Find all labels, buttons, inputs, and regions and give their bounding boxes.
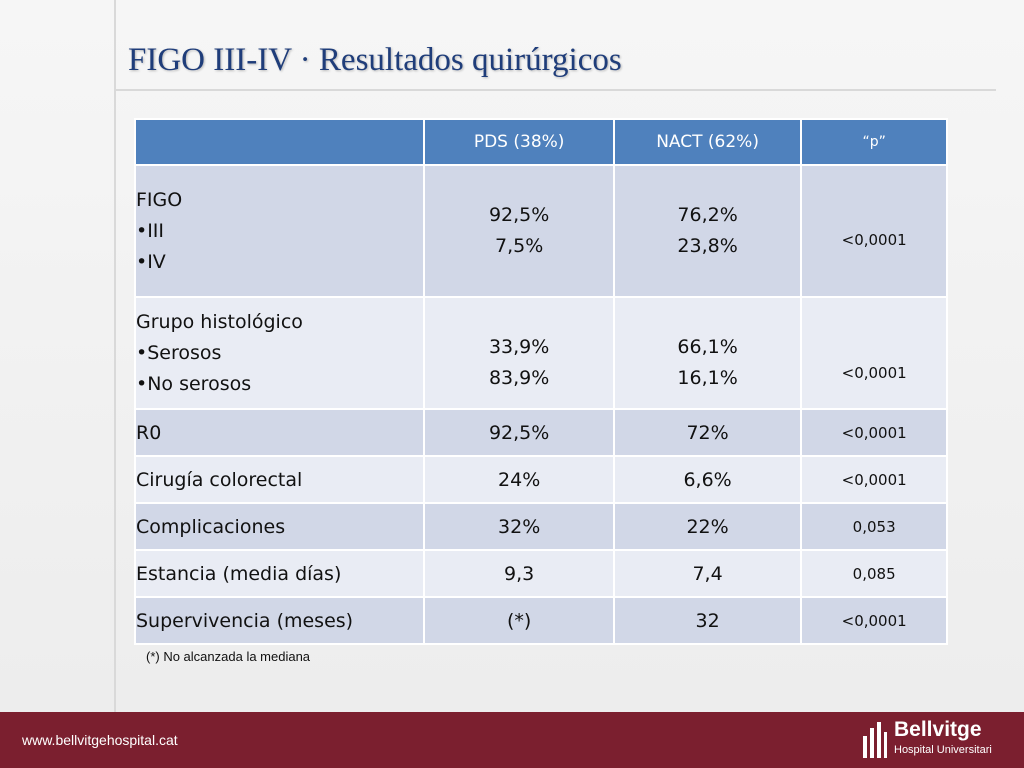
figo-pds-iv: 7,5% bbox=[494, 235, 544, 257]
table-row-cirugia-colorectal: Cirugía colorectal 24% 6,6% <0,0001 bbox=[133, 455, 948, 504]
row-label: Estancia (media días) bbox=[133, 549, 426, 598]
table-row-r0: R0 92,5% 72% <0,0001 bbox=[133, 408, 948, 457]
table-row-estancia: Estancia (media días) 9,3 7,4 0,085 bbox=[133, 549, 948, 598]
table-row-complicaciones: Complicaciones 32% 22% 0,053 bbox=[133, 502, 948, 551]
row-label: R0 bbox=[133, 408, 426, 457]
histologic-label-cell: Grupo histológico •Serosos •No serosos bbox=[133, 296, 426, 410]
row-pds: (*) bbox=[423, 596, 615, 645]
footnote: (*) No alcanzada la mediana bbox=[146, 649, 311, 664]
footer-bar: www.bellvitgehospital.cat Bellvitge Hosp… bbox=[0, 712, 1024, 768]
figo-pds-cell: 92,5% 7,5% bbox=[423, 164, 615, 298]
histologic-sub-serosos: •Serosos bbox=[136, 341, 222, 364]
hospital-logo: Bellvitge Hospital Universitari bbox=[862, 716, 1022, 766]
row-label: Complicaciones bbox=[133, 502, 426, 551]
header-pds: PDS (38%) bbox=[423, 118, 615, 166]
row-pds: 24% bbox=[423, 455, 615, 504]
figo-sub-iv: •IV bbox=[136, 250, 166, 273]
figo-pds-iii: 92,5% bbox=[488, 204, 550, 226]
row-p-value: <0,0001 bbox=[800, 408, 948, 457]
table-row-figo: FIGO •III •IV 92,5% 7,5% 76,2% 23,8% <0,… bbox=[133, 164, 948, 298]
histologic-p-value: <0,0001 bbox=[800, 296, 948, 410]
figo-nact-iii: 76,2% bbox=[677, 204, 738, 226]
histologic-nact-cell: 66,1% 16,1% bbox=[612, 296, 803, 410]
row-label: Supervivencia (meses) bbox=[133, 596, 426, 645]
figo-label: FIGO bbox=[136, 188, 183, 211]
histologic-sub-no-serosos: •No serosos bbox=[136, 372, 252, 395]
figo-p-value: <0,0001 bbox=[800, 164, 948, 298]
histologic-nact-no-serosos: 16,1% bbox=[677, 367, 738, 389]
row-nact: 22% bbox=[612, 502, 803, 551]
histologic-nact-serosos: 66,1% bbox=[677, 336, 738, 358]
bellvitge-logo-bars-icon bbox=[863, 722, 887, 758]
row-p-value: <0,0001 bbox=[800, 455, 948, 504]
histologic-label: Grupo histológico bbox=[136, 310, 303, 333]
table-row-supervivencia: Supervivencia (meses) (*) 32 <0,0001 bbox=[133, 596, 948, 645]
table-header-row: PDS (38%) NACT (62%) “p” bbox=[133, 118, 948, 166]
logo-subtitle: Hospital Universitari bbox=[894, 744, 992, 756]
website-link[interactable]: www.bellvitgehospital.cat bbox=[22, 732, 178, 748]
row-p-value: 0,053 bbox=[800, 502, 948, 551]
figo-label-cell: FIGO •III •IV bbox=[133, 164, 426, 298]
histologic-pds-no-serosos: 83,9% bbox=[488, 367, 550, 389]
row-nact: 72% bbox=[612, 408, 803, 457]
logo-name: Bellvitge bbox=[894, 718, 982, 741]
row-label: Cirugía colorectal bbox=[133, 455, 426, 504]
header-empty bbox=[133, 118, 426, 166]
slide-title: FIGO III-IV · Resultados quirúrgicos bbox=[128, 42, 622, 78]
row-pds: 92,5% bbox=[423, 408, 615, 457]
histologic-pds-cell: 33,9% 83,9% bbox=[423, 296, 615, 410]
table-row-histologic: Grupo histológico •Serosos •No serosos 3… bbox=[133, 296, 948, 410]
vertical-divider bbox=[114, 0, 116, 712]
figo-sub-iii: •III bbox=[136, 219, 165, 242]
header-p: “p” bbox=[800, 118, 948, 166]
row-p-value: 0,085 bbox=[800, 549, 948, 598]
histologic-pds-serosos: 33,9% bbox=[488, 336, 550, 358]
title-underline bbox=[116, 89, 996, 91]
row-p-value: <0,0001 bbox=[800, 596, 948, 645]
row-pds: 32% bbox=[423, 502, 615, 551]
results-table: PDS (38%) NACT (62%) “p” FIGO •III •IV 9… bbox=[133, 118, 948, 645]
row-nact: 7,4 bbox=[612, 549, 803, 598]
row-pds: 9,3 bbox=[423, 549, 615, 598]
figo-nact-iv: 23,8% bbox=[677, 235, 738, 257]
row-nact: 32 bbox=[612, 596, 803, 645]
figo-nact-cell: 76,2% 23,8% bbox=[612, 164, 803, 298]
row-nact: 6,6% bbox=[612, 455, 803, 504]
header-nact: NACT (62%) bbox=[612, 118, 803, 166]
